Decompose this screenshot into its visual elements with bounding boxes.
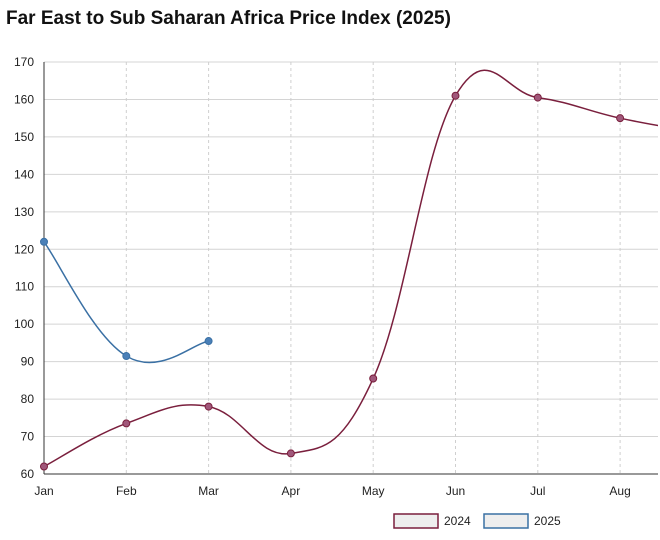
y-tick-label-150: 150 <box>14 130 34 144</box>
point-2025-jan <box>40 237 48 246</box>
point-2024-aug <box>616 114 625 123</box>
x-tick-label-jan: Jan <box>34 484 53 498</box>
y-tick-label-110: 110 <box>15 280 34 294</box>
point-2024-apr <box>286 449 295 458</box>
y-tick-label-90: 90 <box>21 355 35 369</box>
y-tick-label-140: 140 <box>14 167 34 181</box>
y-tick-label-100: 100 <box>14 317 34 331</box>
y-tick-label-170: 170 <box>14 55 34 69</box>
point-2024-jan <box>40 462 48 471</box>
legend-swatch-2025 <box>483 513 529 529</box>
point-2024-may <box>369 374 378 383</box>
series-layer <box>40 69 658 471</box>
point-2024-mar <box>204 402 213 411</box>
point-2024-feb <box>122 419 131 428</box>
y-tick-label-120: 120 <box>14 242 34 256</box>
x-tick-label-feb: Feb <box>116 484 137 498</box>
y-tick-label-80: 80 <box>21 392 35 406</box>
x-tick-label-jun: Jun <box>446 484 465 498</box>
y-tick-label-130: 130 <box>14 205 34 219</box>
series-line-2024 <box>43 69 658 468</box>
x-tick-label-may: May <box>362 484 385 498</box>
legend: 2024 2025 <box>393 513 561 529</box>
y-tick-label-160: 160 <box>14 92 34 106</box>
x-tick-label-jul: Jul <box>530 484 545 498</box>
legend-swatch-2024 <box>393 513 439 529</box>
grid-layer <box>44 61 658 475</box>
point-2024-jul <box>533 93 542 102</box>
x-tick-label-mar: Mar <box>198 484 219 498</box>
legend-label-2025: 2025 <box>534 514 561 528</box>
x-tick-label-aug: Aug <box>609 484 630 498</box>
point-2025-mar <box>204 337 213 346</box>
axis-layer: 60 70 80 90 100 110 120 130 140 150 160 170 Jan Feb Ma… <box>14 55 658 498</box>
legend-label-2024: 2024 <box>444 514 471 528</box>
point-2025-feb <box>122 352 131 361</box>
x-tick-label-apr: Apr <box>282 484 301 498</box>
y-tick-label-60: 60 <box>21 467 35 481</box>
chart-title: Far East to Sub Saharan Africa Price Ind… <box>6 8 451 29</box>
point-2024-jun <box>451 91 460 100</box>
y-tick-label-70: 70 <box>21 430 35 444</box>
